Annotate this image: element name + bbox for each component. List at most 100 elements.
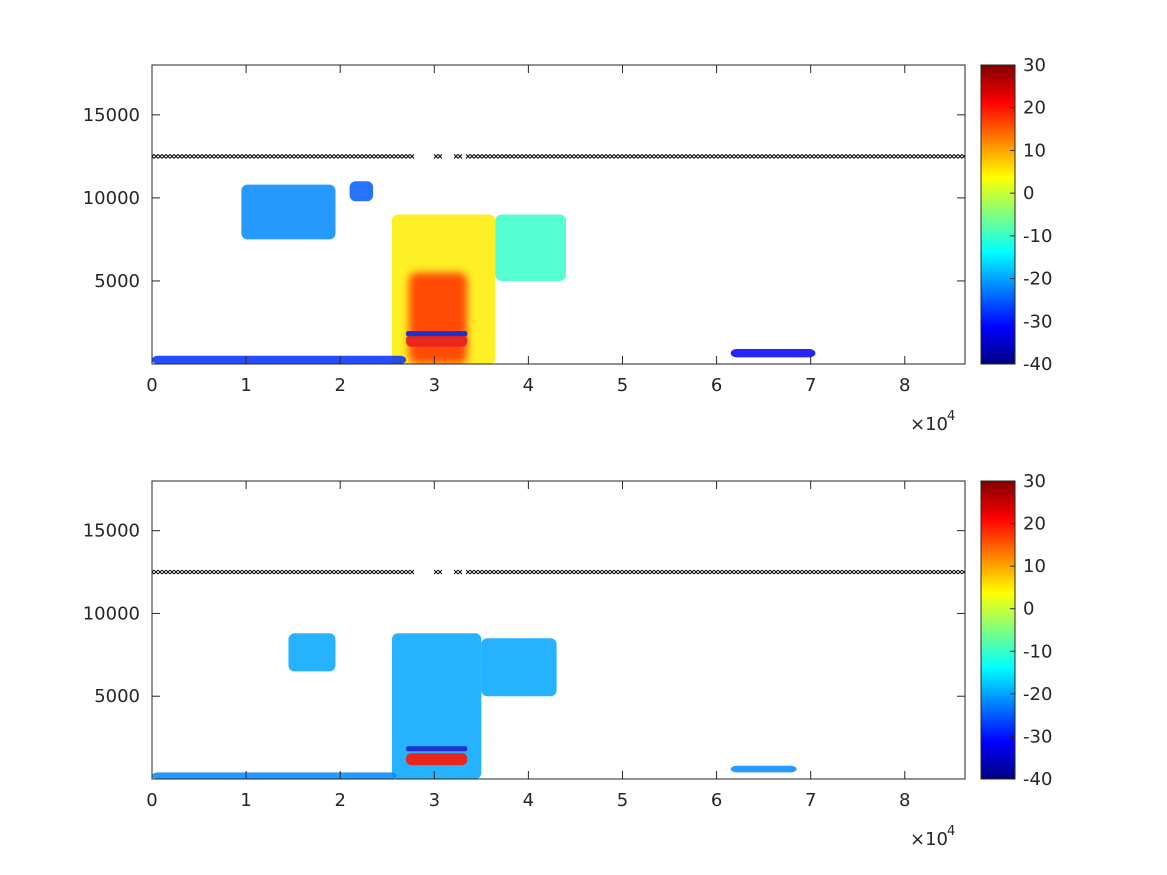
reference-marker <box>881 154 887 159</box>
reference-marker <box>305 154 311 159</box>
reference-marker <box>245 154 251 159</box>
reference-marker <box>573 154 579 159</box>
reference-marker <box>697 154 703 159</box>
reference-marker <box>333 569 339 575</box>
reference-marker <box>525 154 531 159</box>
reference-marker <box>609 569 615 575</box>
marker-band-blue <box>406 746 468 752</box>
reference-marker <box>353 154 359 159</box>
reference-marker <box>341 154 347 159</box>
reference-marker <box>317 569 323 575</box>
reference-marker <box>901 154 907 159</box>
reference-marker <box>197 569 203 575</box>
reference-marker <box>893 569 899 575</box>
reference-marker <box>153 569 159 575</box>
reference-marker <box>165 154 171 159</box>
reference-marker <box>749 569 755 575</box>
reference-marker <box>713 569 719 575</box>
heatmap-region-anvil-right <box>481 638 557 697</box>
reference-marker <box>573 569 579 575</box>
reference-marker <box>841 569 847 575</box>
reference-marker <box>345 569 351 575</box>
reference-marker <box>389 154 395 159</box>
reference-marker <box>813 569 819 575</box>
reference-marker <box>773 569 779 575</box>
reference-marker <box>689 154 695 159</box>
reference-marker <box>289 569 295 575</box>
colorbar-tick-label: 10 <box>1023 556 1046 577</box>
reference-marker <box>673 569 679 575</box>
reference-marker <box>597 569 603 575</box>
reference-marker <box>337 569 343 575</box>
reference-marker <box>329 569 335 575</box>
heatmap-region-surface-patch-6 <box>730 765 797 773</box>
x-tick-label: 2 <box>334 790 345 811</box>
reference-marker <box>157 569 163 575</box>
x-tick-label: 2 <box>334 375 345 396</box>
reference-marker <box>809 154 815 159</box>
reference-marker <box>281 154 287 159</box>
reference-marker <box>241 569 247 575</box>
reference-marker <box>481 569 487 575</box>
reference-marker <box>753 154 759 159</box>
reference-marker <box>949 569 955 575</box>
reference-marker <box>489 154 495 159</box>
reference-marker <box>317 154 323 159</box>
reference-marker <box>585 569 591 575</box>
reference-marker <box>469 569 475 575</box>
reference-marker <box>649 154 655 159</box>
reference-marker <box>869 569 875 575</box>
reference-marker <box>401 569 407 575</box>
reference-marker <box>381 569 387 575</box>
reference-marker <box>193 569 199 575</box>
reference-marker <box>365 154 371 159</box>
reference-marker <box>889 569 895 575</box>
x-exponent-label: ×10 <box>910 829 948 850</box>
reference-marker <box>245 569 251 575</box>
reference-marker <box>161 569 167 575</box>
reference-marker <box>597 154 603 159</box>
reference-marker <box>701 569 707 575</box>
x-tick-label: 8 <box>899 790 910 811</box>
reference-marker <box>725 569 731 575</box>
reference-marker <box>177 154 183 159</box>
x-tick-label: 3 <box>429 790 440 811</box>
reference-marker <box>405 569 411 575</box>
reference-marker <box>253 569 259 575</box>
reference-marker <box>685 569 691 575</box>
reference-marker <box>677 154 683 159</box>
reference-marker <box>393 569 399 575</box>
reference-marker <box>369 154 375 159</box>
reference-marker <box>269 569 275 575</box>
reference-marker <box>741 569 747 575</box>
reference-marker <box>325 569 331 575</box>
reference-marker <box>513 569 519 575</box>
reference-marker <box>729 154 735 159</box>
reference-marker <box>865 154 871 159</box>
colorbar-tick-label: 30 <box>1023 55 1046 76</box>
reference-marker <box>577 154 583 159</box>
reference-marker <box>805 569 811 575</box>
reference-marker <box>833 569 839 575</box>
reference-marker <box>629 569 635 575</box>
reference-marker <box>857 569 863 575</box>
reference-marker <box>949 154 955 159</box>
plot-frame <box>151 480 966 780</box>
colorbar-tick-label: 0 <box>1023 599 1034 620</box>
reference-marker <box>637 569 643 575</box>
reference-marker <box>509 154 515 159</box>
reference-marker <box>709 154 715 159</box>
heatmap-region-cloud-left-upper <box>241 184 336 240</box>
reference-marker <box>505 154 511 159</box>
colorbar-tick-label: -40 <box>1023 354 1052 375</box>
reference-marker <box>213 154 219 159</box>
reference-marker <box>189 154 195 159</box>
reference-marker <box>385 154 391 159</box>
reference-marker <box>797 569 803 575</box>
reference-marker <box>629 154 635 159</box>
reference-marker <box>201 569 207 575</box>
reference-marker <box>541 569 547 575</box>
reference-marker <box>821 569 827 575</box>
reference-marker <box>313 154 319 159</box>
reference-marker <box>581 569 587 575</box>
